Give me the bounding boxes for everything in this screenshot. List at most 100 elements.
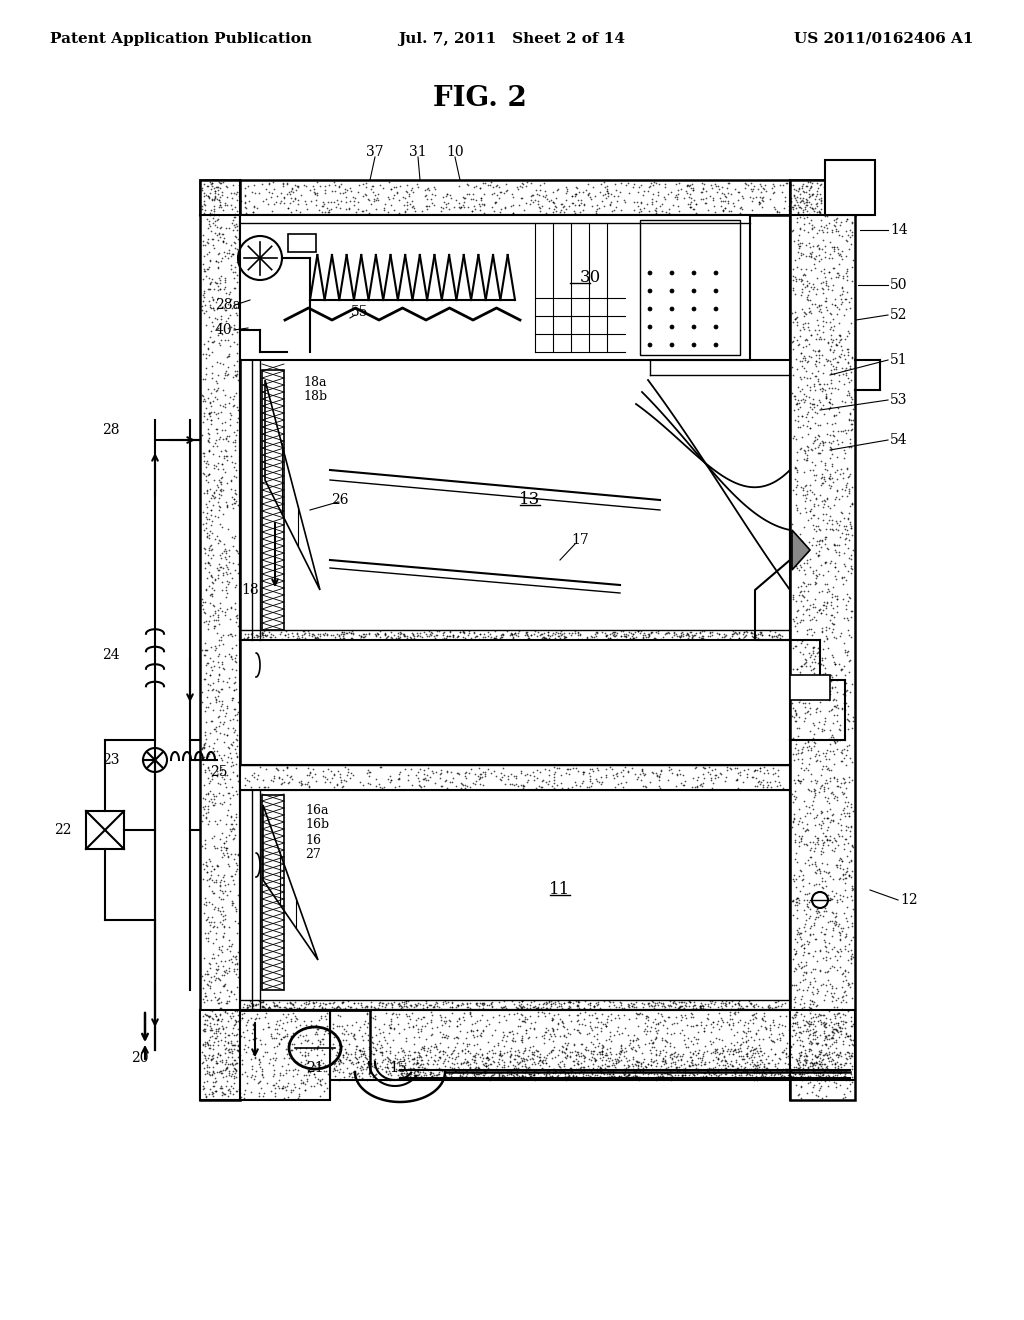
Point — [222, 259, 239, 280]
Point — [356, 998, 373, 1019]
Point — [823, 432, 840, 453]
Point — [806, 396, 822, 417]
Point — [824, 510, 841, 531]
Point — [827, 556, 844, 577]
Point — [218, 360, 234, 381]
Text: Jul. 7, 2011   Sheet 2 of 14: Jul. 7, 2011 Sheet 2 of 14 — [398, 32, 626, 46]
Point — [757, 1065, 773, 1086]
Text: 15: 15 — [389, 1061, 407, 1074]
Point — [220, 1053, 237, 1074]
Point — [665, 1048, 681, 1069]
Point — [809, 183, 825, 205]
Point — [229, 272, 246, 293]
Point — [430, 1049, 446, 1071]
Point — [834, 998, 850, 1019]
Point — [791, 247, 807, 268]
Point — [772, 174, 788, 195]
Point — [819, 678, 836, 700]
Point — [828, 209, 845, 230]
Point — [818, 348, 835, 370]
Point — [787, 974, 804, 995]
Point — [782, 1057, 799, 1078]
Point — [814, 467, 830, 488]
Point — [571, 182, 588, 203]
Point — [397, 1064, 414, 1085]
Point — [229, 843, 246, 865]
Point — [785, 809, 802, 830]
Point — [799, 445, 815, 466]
Point — [223, 776, 240, 797]
Point — [255, 1086, 271, 1107]
Point — [406, 1063, 422, 1084]
Point — [807, 1028, 823, 1049]
Point — [240, 626, 256, 647]
Point — [399, 626, 416, 647]
Point — [474, 993, 490, 1014]
Point — [284, 993, 300, 1014]
Point — [818, 830, 835, 851]
Point — [630, 620, 646, 642]
Point — [438, 194, 455, 215]
Point — [513, 1056, 529, 1077]
Point — [805, 388, 821, 409]
Point — [753, 1040, 769, 1061]
Point — [795, 405, 811, 426]
Point — [791, 1043, 807, 1064]
Point — [772, 1027, 788, 1048]
Point — [658, 1031, 675, 1052]
Point — [471, 1063, 487, 1084]
Point — [204, 766, 220, 787]
Point — [415, 998, 431, 1019]
Point — [222, 793, 239, 814]
Point — [226, 527, 243, 548]
Point — [338, 198, 354, 219]
Point — [813, 216, 829, 238]
Point — [735, 1020, 752, 1041]
Point — [591, 772, 607, 793]
Point — [218, 826, 234, 847]
Point — [837, 515, 853, 536]
Point — [545, 1019, 561, 1040]
Point — [817, 1012, 834, 1034]
Point — [813, 537, 829, 558]
Point — [673, 624, 689, 645]
Point — [514, 1005, 530, 1026]
Point — [685, 1055, 701, 1076]
Point — [744, 1052, 761, 1073]
Point — [788, 620, 805, 642]
Point — [213, 756, 229, 777]
Point — [207, 487, 223, 508]
Point — [778, 1060, 795, 1081]
Point — [201, 744, 217, 766]
Point — [690, 1028, 707, 1049]
Point — [499, 1063, 515, 1084]
Point — [378, 995, 394, 1016]
Point — [466, 1035, 482, 1056]
Point — [806, 375, 822, 396]
Point — [219, 1031, 236, 1052]
Point — [783, 187, 800, 209]
Point — [212, 352, 228, 374]
Point — [705, 1059, 721, 1080]
Point — [672, 995, 688, 1016]
Point — [219, 990, 236, 1011]
Point — [601, 628, 617, 649]
Point — [286, 191, 302, 213]
Point — [211, 774, 227, 795]
Point — [826, 1061, 843, 1082]
Point — [601, 1067, 617, 1088]
Point — [795, 388, 811, 409]
Point — [350, 1019, 367, 1040]
Point — [487, 998, 504, 1019]
Point — [836, 1065, 852, 1086]
Point — [695, 177, 712, 198]
Point — [227, 598, 244, 619]
Point — [247, 1065, 263, 1086]
Point — [739, 174, 756, 195]
Point — [537, 1059, 553, 1080]
Point — [213, 197, 229, 218]
Point — [255, 1018, 271, 1039]
Point — [751, 1028, 767, 1049]
Point — [791, 224, 807, 246]
Point — [212, 172, 228, 193]
